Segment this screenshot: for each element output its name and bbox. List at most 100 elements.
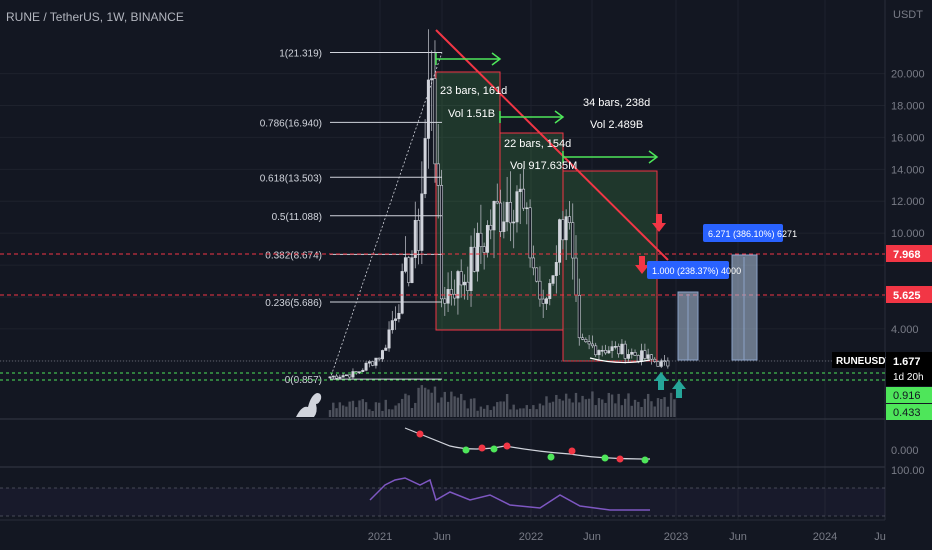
svg-text:7.968: 7.968 <box>893 249 921 261</box>
candle-body <box>466 281 470 291</box>
candle-body <box>626 354 630 359</box>
candle-body <box>387 329 391 349</box>
candle-body <box>541 298 545 304</box>
candle-body <box>397 313 401 320</box>
fib-level-label: 0.382(8.674) <box>265 250 322 261</box>
volume-bar <box>332 402 335 417</box>
candle-body <box>630 352 634 355</box>
candle-body <box>407 257 411 283</box>
candle-body <box>502 221 506 232</box>
volume-bar <box>335 408 338 417</box>
volume-bar <box>666 406 670 417</box>
svg-text:1d 20h: 1d 20h <box>893 372 924 383</box>
oscillator-pane <box>0 477 885 517</box>
indicator-signal-dot <box>616 455 624 463</box>
box1-bars-label: 23 bars, 161d <box>440 85 507 97</box>
volume-bar <box>427 389 430 417</box>
volume-bar <box>394 405 397 417</box>
candle-body <box>535 267 539 282</box>
volume-bar <box>614 403 617 417</box>
volume-bar <box>397 403 401 417</box>
candle-body <box>384 347 388 351</box>
time-tick-label: 2022 <box>519 531 543 543</box>
volume-bar <box>338 402 342 417</box>
volume-bar <box>587 398 591 417</box>
osc-axis-label-zero: 0.000 <box>891 445 919 457</box>
candle-body <box>607 350 611 354</box>
price-tick-label: 10.000 <box>891 228 925 240</box>
candle-body <box>423 138 427 195</box>
candle-body <box>348 374 352 378</box>
volume-bar <box>604 402 607 417</box>
candle-body <box>335 375 339 379</box>
candle-body <box>656 361 660 367</box>
volume-bar <box>446 401 450 417</box>
volume-bar <box>351 400 355 417</box>
volume-bar <box>361 399 364 417</box>
candle-body <box>515 191 519 223</box>
volume-bar <box>627 393 630 417</box>
fib-level-label: 0.5(11.088) <box>272 212 322 223</box>
candle-body <box>476 232 480 272</box>
volume-bar <box>660 399 663 417</box>
svg-text:1.000 (238.37%) 4000: 1.000 (238.37%) 4000 <box>652 266 741 276</box>
fib-level-label: 0.786(16.940) <box>260 118 322 129</box>
candle-body <box>449 289 453 295</box>
volume-bar <box>597 398 601 417</box>
candle-body <box>482 246 486 253</box>
volume-bar <box>420 385 424 417</box>
green-badge-a: 0.916 <box>886 387 932 403</box>
volume-bar <box>400 398 404 417</box>
red-down-arrow-stem <box>639 256 645 266</box>
volume-bar <box>358 400 361 417</box>
candle-body <box>446 289 450 304</box>
price-axis[interactable]: 20.000 18.000 16.000 14.000 12.000 10.000 4.00… <box>891 69 925 368</box>
time-tick-label: Ju <box>874 531 886 543</box>
svg-text:0.916: 0.916 <box>893 390 921 402</box>
indicator-signal-dot <box>503 442 511 450</box>
volume-bar <box>568 398 571 417</box>
candle-body <box>495 200 499 204</box>
green-up-arrow-stem <box>658 380 664 390</box>
candle-body <box>531 257 535 269</box>
candle-body <box>351 371 355 378</box>
candle-body <box>462 281 466 286</box>
box3-vol-label: Vol 2.489B <box>590 119 643 131</box>
volume-bar <box>502 401 506 417</box>
volume-bar <box>571 402 574 417</box>
volume-bar <box>404 393 407 417</box>
box3-bars-label: 34 bars, 238d <box>583 97 650 109</box>
indicator-signal-dot <box>462 446 470 454</box>
volume-bar <box>581 395 584 417</box>
chart-title: RUNE / TetherUS, 1W, BINANCE <box>6 10 184 24</box>
red-down-arrow-head <box>652 223 666 232</box>
candle-body <box>633 352 637 356</box>
candle-body <box>561 219 565 241</box>
candle-body <box>571 222 575 259</box>
volume-bar <box>535 409 538 417</box>
volume-bar <box>505 394 509 417</box>
volume-bar <box>607 392 610 417</box>
candle-body <box>538 280 542 300</box>
candle-body <box>649 354 653 360</box>
candle-body <box>338 376 342 379</box>
candle-body <box>640 350 644 362</box>
volume-bar <box>555 394 558 417</box>
volume-bar <box>407 395 410 417</box>
box2-bars-label: 22 bars, 154d <box>504 138 571 150</box>
candle-body <box>358 371 362 374</box>
osc-axis-label-hundred: 100.00 <box>891 465 925 477</box>
candle-body <box>590 343 594 347</box>
price-tick-label: 18.000 <box>891 100 925 112</box>
volume-bar <box>564 393 568 417</box>
candle-body <box>344 374 348 377</box>
volume-bar <box>561 400 565 417</box>
candle-body <box>410 257 414 283</box>
volume-bar <box>538 403 542 417</box>
time-axis[interactable]: 2021 Jun 2022 Jun 2023 Jun 2024 Ju <box>368 531 886 543</box>
candle-body <box>361 369 365 372</box>
green-up-arrow-head <box>654 372 668 381</box>
candle-body <box>413 220 417 258</box>
